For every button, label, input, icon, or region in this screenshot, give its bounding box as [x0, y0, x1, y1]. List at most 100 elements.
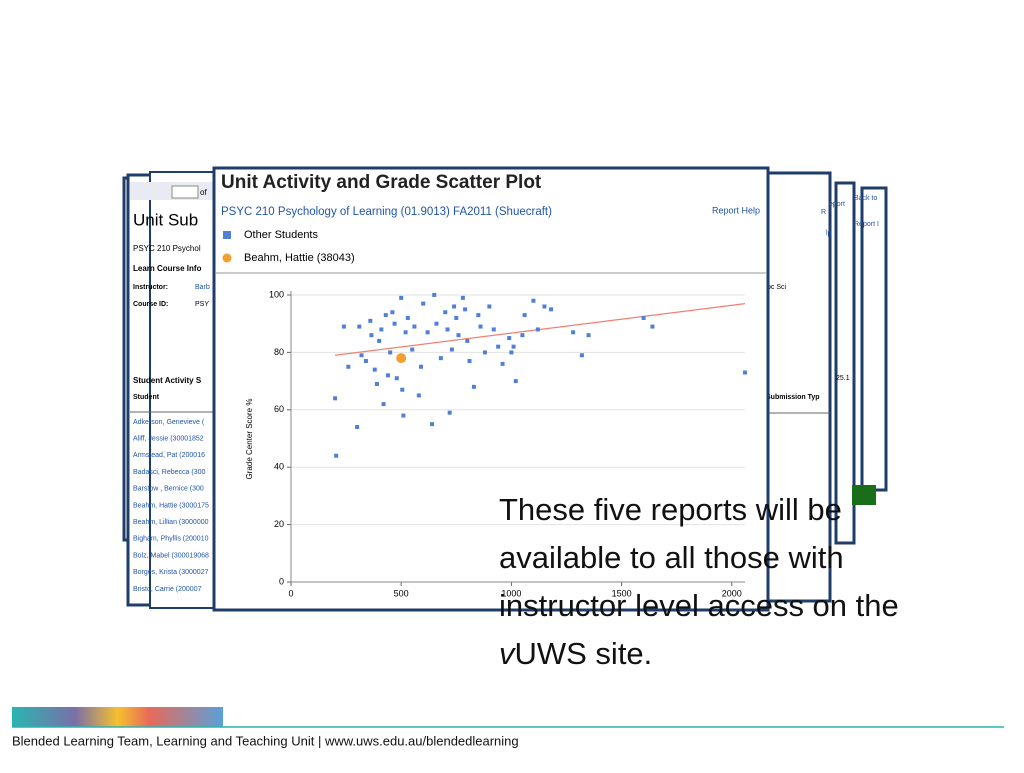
student-link[interactable]: Armstead, Pat (200016	[133, 452, 205, 459]
label: Student Activity S	[133, 376, 202, 385]
label: Instructor:	[133, 284, 168, 291]
point	[465, 338, 470, 343]
point	[334, 453, 339, 458]
label: 25.1	[836, 375, 850, 382]
point	[390, 310, 395, 315]
student-link[interactable]: Beahm, Lillian (3000000	[133, 519, 209, 526]
point	[392, 321, 397, 326]
point	[400, 387, 405, 392]
point	[500, 361, 505, 366]
point	[460, 295, 465, 300]
point	[478, 324, 483, 329]
student-link[interactable]: Bigham, Phyllis (200010	[133, 536, 209, 543]
point	[379, 327, 384, 332]
point	[452, 304, 457, 309]
student-link[interactable]: Badasci, Rebecca (300	[133, 469, 205, 476]
page-input	[171, 185, 199, 199]
point	[425, 330, 430, 335]
point	[487, 304, 492, 309]
point	[535, 327, 540, 332]
label: oc Sci	[767, 284, 787, 291]
student-link[interactable]: Bolz, Mabel (300019068	[133, 552, 209, 559]
link[interactable]: Report I	[854, 221, 879, 228]
point	[401, 413, 406, 418]
point	[542, 304, 547, 309]
point	[579, 353, 584, 358]
label: PSY	[195, 301, 209, 308]
student-link[interactable]: Aliff, Jessie (30001852	[133, 436, 204, 443]
legend-marker	[223, 231, 231, 239]
window-title: Unit Sub	[133, 210, 198, 229]
body-text-part: v	[499, 636, 516, 671]
label: of	[200, 188, 207, 197]
body-text: instructor level access on the	[499, 588, 899, 623]
point	[549, 307, 554, 312]
point	[463, 307, 468, 312]
y-tick-label: 40	[274, 462, 284, 472]
point	[421, 301, 426, 306]
point	[449, 347, 454, 352]
point	[394, 376, 399, 381]
point	[445, 327, 450, 332]
point	[456, 333, 461, 338]
point	[743, 370, 747, 375]
body-text: available to all those with	[499, 540, 844, 575]
point	[368, 318, 373, 323]
point	[363, 359, 368, 364]
point	[412, 324, 417, 329]
point	[396, 353, 407, 364]
point	[511, 344, 516, 349]
student-link[interactable]: Bristo, Carrie (200007	[133, 586, 202, 593]
label: Course ID:	[133, 301, 168, 308]
point	[341, 324, 346, 329]
footer: Blended Learning Team, Learning and Teac…	[12, 733, 519, 748]
body-text: vUWS site.	[499, 636, 652, 671]
student-link[interactable]: Beahm, Hattie (3000175	[133, 502, 209, 509]
point	[383, 313, 388, 318]
point	[443, 310, 448, 315]
block	[852, 485, 876, 505]
point	[403, 330, 408, 335]
y-tick-label: 0	[279, 576, 284, 586]
point	[491, 327, 496, 332]
label: Learn Course Info	[133, 264, 202, 273]
trend-line	[335, 303, 746, 356]
x-tick-label: 1000	[501, 588, 521, 598]
point	[346, 364, 351, 369]
student-link[interactable]: Barstow , Bernice (300	[133, 486, 204, 493]
point	[650, 324, 655, 329]
point	[482, 350, 487, 355]
label: Submission Typ	[766, 394, 820, 401]
point	[531, 298, 536, 303]
point	[454, 315, 459, 320]
point	[388, 350, 393, 355]
y-tick-label: 20	[274, 519, 284, 529]
link[interactable]: eport	[829, 201, 845, 208]
student-link[interactable]: Borges, Krista (3000027	[133, 569, 209, 576]
label: PSYC 210 Psychol	[133, 244, 201, 253]
point	[419, 364, 424, 369]
link[interactable]: Barb	[195, 284, 210, 291]
point	[496, 344, 501, 349]
point	[434, 321, 439, 326]
point	[410, 347, 415, 352]
body-text: These five reports will be	[499, 492, 842, 527]
point	[369, 333, 374, 338]
link[interactable]: lp	[826, 230, 832, 237]
point	[359, 353, 364, 358]
chart-window	[212, 166, 770, 612]
point	[374, 381, 379, 386]
point	[509, 350, 514, 355]
student-link[interactable]: Adkerson, Genevieve (	[133, 419, 205, 426]
point	[471, 384, 476, 389]
link[interactable]: R	[821, 209, 826, 216]
point	[447, 410, 452, 415]
link[interactable]: Back to	[854, 195, 877, 202]
x-tick-label: 500	[394, 588, 409, 598]
help-link[interactable]: Report Help	[712, 205, 760, 215]
legend-marker	[222, 253, 232, 263]
point	[372, 367, 377, 372]
y-axis-label: Grade Center Score %	[245, 399, 254, 480]
